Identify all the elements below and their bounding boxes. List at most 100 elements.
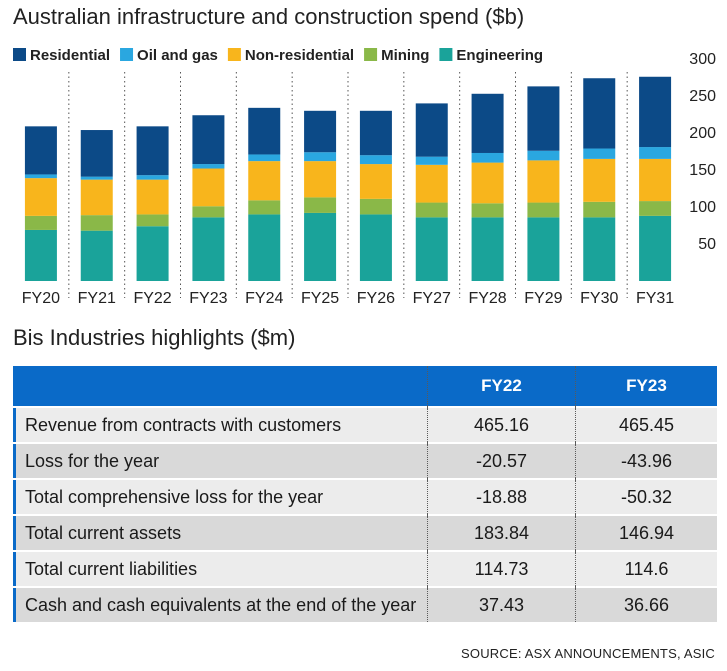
- bar-oil-and-gas-fy25: [304, 152, 337, 162]
- bar-oil-and-gas-fy30: [583, 148, 616, 159]
- table-row: Total comprehensive loss for the year -1…: [13, 480, 717, 514]
- legend-swatch-residential: [13, 48, 26, 61]
- x-tick-label: FY25: [301, 290, 339, 307]
- stacked-bar-chart: FY20 FY21 FY22 FY23 FY24 FY25 FY26 FY27 FY28 FY29…: [13, 47, 716, 307]
- row-fy23-value: -50.32: [575, 480, 717, 514]
- bar-residential-fy30: [583, 78, 616, 149]
- legend-label-mining: Mining: [381, 47, 429, 64]
- bar-mining-fy20: [24, 215, 57, 230]
- bar-non-residential-fy28: [471, 162, 504, 204]
- table-header-fy22: FY22: [427, 366, 575, 406]
- bar-engineering-fy21: [80, 230, 113, 281]
- x-tick-label: FY20: [22, 290, 60, 307]
- legend-label-non-residential: Non-residential: [245, 47, 354, 64]
- x-tick-label: FY27: [413, 290, 451, 307]
- bar-residential-fy28: [471, 93, 504, 153]
- y-tick-label: 250: [689, 88, 716, 105]
- row-fy22-value: 465.16: [427, 408, 575, 442]
- x-tick-label: FY22: [133, 290, 171, 307]
- y-tick-label: 300: [689, 51, 716, 68]
- bar-mining-fy28: [471, 203, 504, 218]
- legend-swatch-non-residential: [227, 48, 241, 61]
- row-fy23-value: 36.66: [575, 588, 717, 622]
- bar-residential-fy26: [359, 110, 392, 156]
- bar-mining-fy24: [248, 200, 281, 215]
- row-label: Total current assets: [13, 516, 427, 550]
- bar-mining-fy21: [80, 215, 113, 231]
- row-label: Total current liabilities: [13, 552, 427, 586]
- bar-non-residential-fy22: [136, 179, 169, 215]
- bar-residential-fy24: [248, 107, 281, 155]
- bar-residential-fy25: [304, 110, 337, 153]
- bar-oil-and-gas-fy22: [136, 175, 169, 180]
- row-fy23-value: 114.6: [575, 552, 717, 586]
- bar-oil-and-gas-fy26: [359, 155, 392, 165]
- bar-non-residential-fy26: [359, 164, 392, 199]
- bar-engineering-fy29: [527, 217, 560, 281]
- x-tick-label: FY29: [524, 290, 562, 307]
- legend-label-oil-and-gas: Oil and gas: [137, 47, 218, 64]
- legend-label-residential: Residential: [30, 47, 110, 64]
- bar-oil-and-gas-fy23: [192, 164, 225, 169]
- bar-engineering-fy26: [359, 214, 392, 281]
- table-header-row: FY22 FY23: [13, 366, 717, 406]
- bar-non-residential-fy31: [639, 158, 672, 202]
- highlights-table: FY22 FY23 Revenue from contracts with cu…: [13, 366, 717, 622]
- row-fy22-value: -18.88: [427, 480, 575, 514]
- bar-mining-fy27: [415, 202, 448, 218]
- legend-swatch-engineering: [439, 48, 453, 61]
- bar-residential-fy21: [80, 130, 113, 177]
- bar-residential-fy22: [136, 126, 169, 176]
- row-fy23-value: 465.45: [575, 408, 717, 442]
- bar-mining-fy26: [359, 198, 392, 215]
- x-tick-label: FY31: [636, 290, 674, 307]
- table-row: Total current liabilities 114.73 114.6: [13, 552, 717, 586]
- bar-mining-fy22: [136, 214, 169, 227]
- table-row: Total current assets 183.84 146.94: [13, 516, 717, 550]
- bar-non-residential-fy20: [24, 178, 57, 216]
- row-fy22-value: -20.57: [427, 444, 575, 478]
- bar-mining-fy31: [639, 201, 672, 216]
- bar-engineering-fy27: [415, 217, 448, 281]
- row-label: Total comprehensive loss for the year: [13, 480, 427, 514]
- row-fy23-value: -43.96: [575, 444, 717, 478]
- y-tick-label: 200: [689, 125, 716, 142]
- bar-engineering-fy20: [24, 229, 57, 281]
- bar-residential-fy23: [192, 115, 225, 165]
- legend-label-engineering: Engineering: [456, 47, 543, 64]
- y-tick-label: 50: [698, 236, 716, 253]
- legend-swatch-mining: [364, 48, 378, 61]
- row-label: Cash and cash equivalents at the end of …: [13, 588, 427, 622]
- x-tick-label: FY28: [468, 290, 506, 307]
- bar-residential-fy20: [24, 126, 57, 175]
- bar-non-residential-fy21: [80, 179, 113, 216]
- bar-residential-fy27: [415, 103, 448, 157]
- bar-oil-and-gas-fy28: [471, 152, 504, 163]
- bar-non-residential-fy29: [527, 160, 560, 203]
- bar-non-residential-fy30: [583, 158, 616, 202]
- bar-mining-fy29: [527, 202, 560, 218]
- bar-residential-fy31: [639, 76, 672, 148]
- bar-mining-fy23: [192, 206, 225, 218]
- bar-oil-and-gas-fy31: [639, 147, 672, 159]
- bar-mining-fy25: [304, 197, 337, 213]
- bar-non-residential-fy23: [192, 168, 225, 207]
- x-tick-label: FY26: [357, 290, 395, 307]
- x-tick-label: FY24: [245, 290, 283, 307]
- bar-engineering-fy31: [639, 215, 672, 281]
- bar-engineering-fy25: [304, 212, 337, 281]
- table-row: Cash and cash equivalents at the end of …: [13, 588, 717, 622]
- row-fy22-value: 37.43: [427, 588, 575, 622]
- bar-engineering-fy28: [471, 217, 504, 281]
- source-note: SOURCE: ASX ANNOUNCEMENTS, ASIC: [461, 646, 715, 661]
- x-tick-label: FY30: [580, 290, 618, 307]
- bar-oil-and-gas-fy20: [24, 174, 57, 179]
- bar-non-residential-fy27: [415, 164, 448, 203]
- bar-non-residential-fy24: [248, 161, 281, 201]
- chart-title: Australian infrastructure and constructi…: [13, 4, 525, 29]
- bar-oil-and-gas-fy24: [248, 154, 281, 162]
- legend-swatch-oil-and-gas: [120, 48, 134, 61]
- bar-oil-and-gas-fy27: [415, 156, 448, 165]
- x-tick-label: FY23: [189, 290, 227, 307]
- bar-oil-and-gas-fy29: [527, 150, 560, 161]
